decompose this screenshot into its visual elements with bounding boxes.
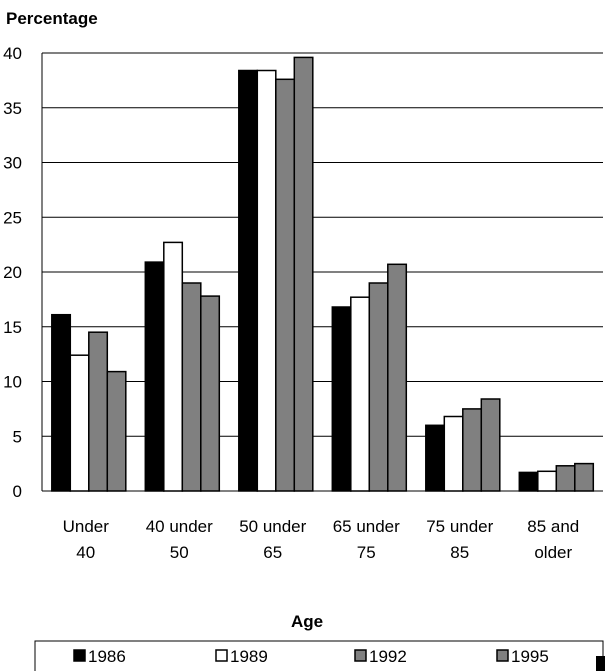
bar-1986 xyxy=(518,471,539,492)
bar-1992 xyxy=(181,282,202,492)
bar-1989 xyxy=(443,415,464,492)
legend-label: 1986 xyxy=(88,647,126,666)
legend-label: 1989 xyxy=(230,647,268,666)
bar-1989 xyxy=(350,296,371,492)
x-tick-label: 65 under xyxy=(333,517,400,536)
legend-swatch xyxy=(354,649,367,662)
bar-1992 xyxy=(368,282,389,492)
x-tick-label: 75 under xyxy=(426,517,493,536)
y-tick-label: 20 xyxy=(3,263,22,282)
bar-1989 xyxy=(69,354,90,492)
x-tick-label: Under xyxy=(63,517,110,536)
y-tick-label: 15 xyxy=(3,318,22,337)
legend-swatch xyxy=(73,649,86,662)
bar-1989 xyxy=(256,69,277,492)
bar-1986 xyxy=(144,261,165,492)
y-tick-label: 40 xyxy=(3,44,22,63)
y-tick-label: 25 xyxy=(3,208,22,227)
x-axis-title: Age xyxy=(291,612,323,631)
legend-edge-mark xyxy=(596,656,605,671)
bar-1995 xyxy=(293,56,314,492)
x-tick-label: 85 and xyxy=(527,517,579,536)
x-tick-label: 50 xyxy=(170,543,189,562)
x-tick-label: 65 xyxy=(263,543,282,562)
x-tick-label: 85 xyxy=(450,543,469,562)
bar-1995 xyxy=(106,370,127,492)
bar-1989 xyxy=(537,470,558,492)
bar-1992 xyxy=(275,78,296,492)
legend-swatch xyxy=(215,649,228,662)
y-tick-label: 30 xyxy=(3,154,22,173)
bar-1995 xyxy=(200,295,221,492)
bar-1989 xyxy=(163,241,184,492)
bar-1995 xyxy=(480,398,501,492)
x-tick-label: 40 under xyxy=(146,517,213,536)
x-tick-label: 75 xyxy=(357,543,376,562)
y-tick-label: 5 xyxy=(13,427,22,446)
x-tick-label: older xyxy=(534,543,572,562)
bar-1992 xyxy=(88,331,109,492)
bar-1986 xyxy=(51,313,72,492)
bar-1986 xyxy=(238,69,259,492)
bar-1995 xyxy=(574,462,595,492)
bar-1995 xyxy=(387,263,408,492)
legend-label: 1995 xyxy=(511,647,549,666)
bar-1986 xyxy=(425,424,446,492)
bar-1992 xyxy=(462,408,483,492)
bar-1992 xyxy=(555,465,576,492)
y-axis-title: Percentage xyxy=(6,9,98,28)
legend-label: 1992 xyxy=(369,647,407,666)
x-tick-label: 40 xyxy=(76,543,95,562)
legend-swatch xyxy=(496,649,509,662)
y-tick-label: 0 xyxy=(13,482,22,501)
y-tick-label: 35 xyxy=(3,99,22,118)
y-tick-label: 10 xyxy=(3,373,22,392)
bar-1986 xyxy=(331,306,352,492)
x-tick-label: 50 under xyxy=(239,517,306,536)
